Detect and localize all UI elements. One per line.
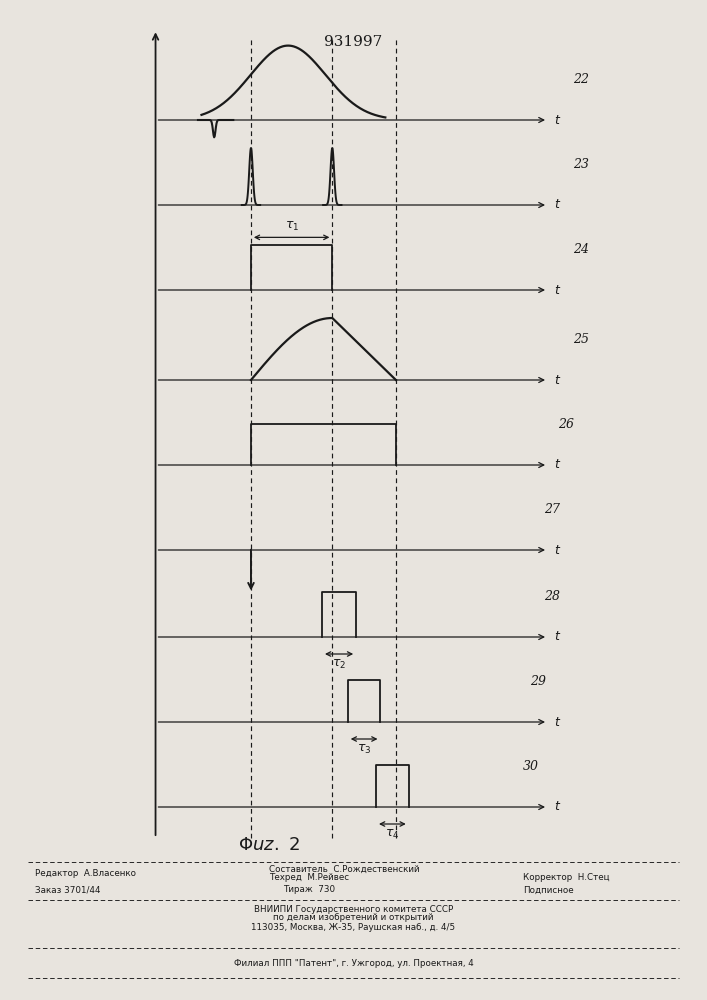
Text: Техред  М.Рейвес: Техред М.Рейвес xyxy=(269,874,349,882)
Text: 30: 30 xyxy=(523,760,539,773)
Text: $t$: $t$ xyxy=(554,800,561,814)
Text: $\tau_2$: $\tau_2$ xyxy=(332,658,346,671)
Text: $t$: $t$ xyxy=(554,284,561,296)
Text: 25: 25 xyxy=(573,333,589,346)
Text: Составитель  С.Рождественский: Составитель С.Рождественский xyxy=(269,864,419,874)
Text: $t$: $t$ xyxy=(554,458,561,472)
Text: $\Phi u\mathit{z}.\ 2$: $\Phi u\mathit{z}.\ 2$ xyxy=(238,836,300,854)
Text: $\tau_4$: $\tau_4$ xyxy=(385,828,399,841)
Text: 27: 27 xyxy=(544,503,561,516)
Text: 23: 23 xyxy=(573,158,589,171)
Text: $t$: $t$ xyxy=(554,373,561,386)
Text: Филиал ППП "Патент", г. Ужгород, ул. Проектная, 4: Филиал ППП "Патент", г. Ужгород, ул. Про… xyxy=(233,960,474,968)
Text: $t$: $t$ xyxy=(554,544,561,556)
Text: 28: 28 xyxy=(544,590,561,603)
Text: Корректор  Н.Стец: Корректор Н.Стец xyxy=(523,874,609,882)
Text: Подписное: Подписное xyxy=(523,886,574,894)
Text: $\tau_3$: $\tau_3$ xyxy=(357,743,371,756)
Text: Тираж  730: Тираж 730 xyxy=(283,886,335,894)
Text: Редактор  А.Власенко: Редактор А.Власенко xyxy=(35,868,136,878)
Text: по делам изобретений и открытий: по делам изобретений и открытий xyxy=(273,914,434,922)
Text: $t$: $t$ xyxy=(554,631,561,644)
Text: 26: 26 xyxy=(559,418,575,431)
Text: Заказ 3701/44: Заказ 3701/44 xyxy=(35,886,101,894)
Text: $t$: $t$ xyxy=(554,113,561,126)
Text: $t$: $t$ xyxy=(554,716,561,728)
Text: 24: 24 xyxy=(573,243,589,256)
Text: 22: 22 xyxy=(573,73,589,86)
Text: 931997: 931997 xyxy=(325,35,382,49)
Text: ВНИИПИ Государственного комитета СССР: ВНИИПИ Государственного комитета СССР xyxy=(254,904,453,914)
Text: $\tau_1$: $\tau_1$ xyxy=(284,220,299,233)
Text: 113035, Москва, Ж-35, Раушская наб., д. 4/5: 113035, Москва, Ж-35, Раушская наб., д. … xyxy=(252,922,455,932)
Text: $t$: $t$ xyxy=(554,198,561,212)
Text: 29: 29 xyxy=(530,675,547,688)
